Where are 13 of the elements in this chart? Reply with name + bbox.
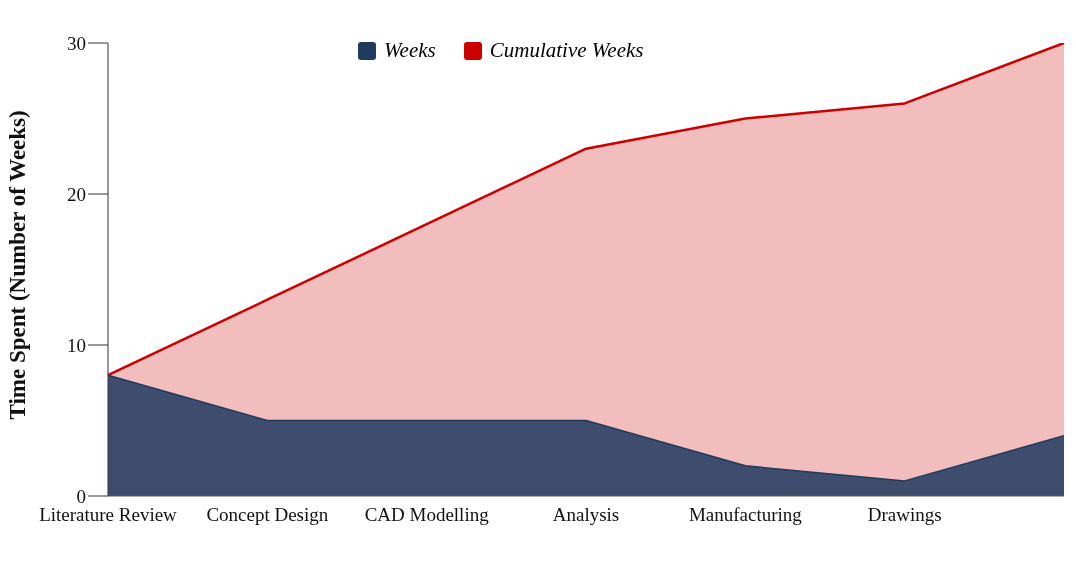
x-tick-label: Concept Design (206, 504, 329, 526)
y-tick-label: 0 (76, 485, 86, 507)
x-tick-label: Drawings (867, 504, 942, 526)
x-tick-label: Analysis (552, 504, 620, 526)
x-tick-label: Literature Review (39, 504, 178, 526)
x-tick-label: CAD Modelling (364, 504, 490, 526)
y-tick-label: 10 (67, 334, 86, 356)
legend-label: Cumulative Weeks (489, 38, 644, 63)
x-tick-label: Manufacturing (688, 504, 803, 526)
y-tick-label: 30 (67, 32, 86, 54)
y-tick-label: 20 (67, 183, 86, 205)
legend-label: Weeks (384, 38, 436, 63)
y-axis-title: Time Spent (Number of Weeks) (5, 110, 31, 420)
